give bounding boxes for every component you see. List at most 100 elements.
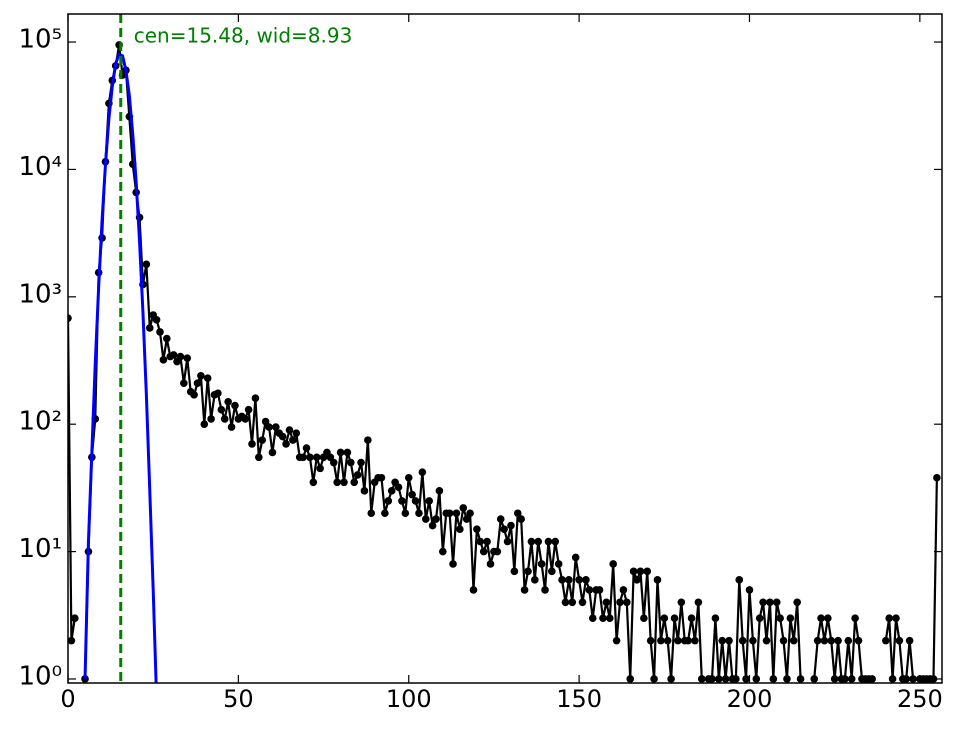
- data-point: [364, 436, 372, 444]
- data-point: [193, 379, 202, 387]
- data-point: [387, 487, 396, 495]
- data-point: [582, 576, 590, 584]
- data-point: [715, 675, 723, 683]
- data-point: [159, 356, 168, 364]
- data-point: [752, 675, 761, 683]
- data-point: [261, 417, 270, 426]
- data-point: [469, 586, 478, 594]
- data-point: [599, 614, 607, 623]
- data-point: [432, 515, 440, 523]
- x-tick-label: 50: [223, 685, 254, 713]
- y-tick-label: 10²: [18, 407, 62, 437]
- data-point: [156, 328, 164, 336]
- data-point: [231, 401, 239, 410]
- data-point: [537, 560, 546, 568]
- data-point: [636, 567, 645, 576]
- data-point: [493, 547, 502, 556]
- data-point: [343, 448, 352, 457]
- data-point: [163, 334, 171, 343]
- data-point: [779, 636, 788, 645]
- data-point: [735, 576, 744, 584]
- data-point: [227, 423, 236, 431]
- data-point: [517, 515, 525, 523]
- data-point: [224, 397, 232, 406]
- data-point: [415, 509, 423, 518]
- data-point: [561, 598, 570, 607]
- x-tick-label: 0: [60, 685, 75, 713]
- data-point: [558, 576, 566, 584]
- data-point: [762, 636, 771, 645]
- data-point: [623, 598, 631, 607]
- data-point: [278, 432, 287, 441]
- annotation: cen=15.48, wid=8.93: [134, 24, 353, 48]
- data-point: [881, 636, 890, 645]
- data-point: [309, 478, 318, 487]
- data-point: [541, 586, 549, 594]
- data-point: [336, 448, 345, 457]
- data-point: [404, 473, 413, 482]
- data-point: [643, 567, 652, 576]
- data-point: [507, 521, 515, 530]
- data-point: [524, 567, 532, 576]
- data-point: [646, 636, 655, 645]
- data-point: [609, 560, 617, 568]
- data-point: [200, 420, 209, 429]
- data-point: [708, 675, 716, 683]
- data-point: [670, 614, 679, 623]
- data-point: [449, 560, 457, 568]
- data-point: [483, 537, 491, 546]
- data-point: [888, 675, 897, 683]
- data-point: [531, 576, 539, 584]
- fit-line: [83, 52, 158, 683]
- y-tick-label: 10¹: [18, 534, 62, 564]
- data-point: [742, 675, 750, 683]
- data-point: [697, 675, 706, 683]
- data-point: [272, 423, 280, 431]
- data-point: [534, 537, 543, 546]
- data-point: [401, 509, 410, 518]
- data-point: [674, 636, 682, 645]
- data-point: [329, 458, 338, 467]
- data-point: [479, 547, 488, 556]
- data-point: [169, 351, 178, 359]
- data-point: [180, 379, 188, 387]
- data-point: [394, 483, 403, 492]
- data-point: [769, 675, 778, 683]
- data-point: [255, 453, 263, 462]
- data-point: [551, 537, 560, 546]
- data-point: [367, 509, 376, 518]
- data-point: [711, 614, 720, 623]
- data-point: [929, 675, 938, 683]
- data-point: [565, 576, 573, 584]
- data-point: [411, 497, 420, 505]
- data-point: [418, 468, 427, 477]
- data-point: [909, 675, 917, 683]
- data-point: [568, 598, 577, 607]
- data-point: [732, 675, 740, 683]
- data-point: [841, 675, 849, 683]
- y-tick-label: 10⁰: [18, 661, 62, 691]
- data-point: [725, 636, 733, 645]
- data-point: [776, 614, 784, 623]
- data-point: [466, 509, 474, 518]
- data-point: [381, 509, 389, 518]
- data-point: [824, 614, 832, 623]
- data-point: [398, 497, 406, 505]
- data-point: [68, 314, 72, 322]
- data-point: [456, 525, 464, 533]
- data-point: [810, 675, 819, 683]
- data-point: [749, 636, 757, 645]
- data-point: [350, 478, 359, 487]
- data-point: [854, 636, 863, 645]
- data-point: [793, 598, 801, 607]
- data-point: [554, 560, 563, 568]
- data-point: [796, 675, 805, 683]
- data-point: [289, 436, 297, 444]
- data-point: [933, 473, 941, 482]
- data-point: [306, 453, 314, 462]
- data-point: [851, 614, 859, 623]
- x-tick-label: 100: [386, 685, 432, 713]
- data-point: [316, 464, 324, 473]
- data-point: [68, 636, 76, 645]
- data-point: [190, 391, 198, 399]
